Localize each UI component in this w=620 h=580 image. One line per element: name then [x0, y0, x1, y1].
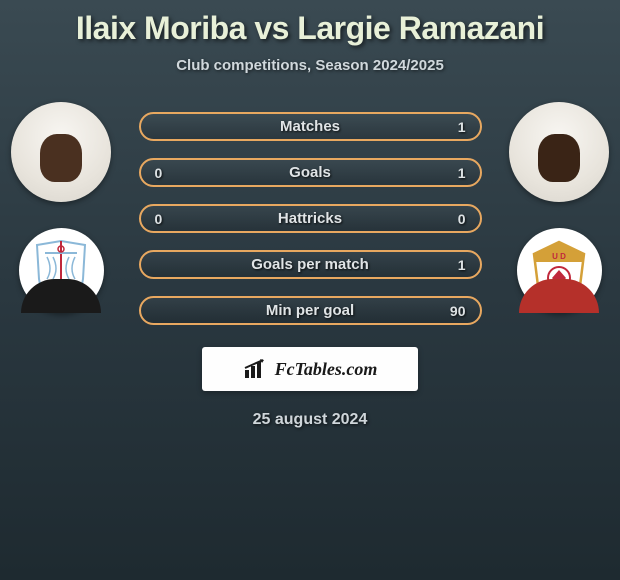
stat-label: Goals per match — [141, 256, 480, 273]
date-label: 25 august 2024 — [0, 411, 620, 429]
source-logo-text: FcTables.com — [275, 359, 378, 380]
stat-row: Goals per match 1 — [139, 250, 482, 279]
player-right-avatar — [509, 102, 609, 202]
stat-label: Hattricks — [141, 210, 480, 227]
stat-label: Matches — [141, 118, 480, 135]
bar-chart-icon — [243, 358, 269, 380]
right-column: U D ALMERIA — [504, 102, 614, 313]
subtitle: Club competitions, Season 2024/2025 — [0, 57, 620, 74]
left-column — [6, 102, 116, 313]
stat-row: 0 Goals 1 — [139, 158, 482, 187]
page-title: Ilaix Moriba vs Largie Ramazani — [0, 0, 620, 47]
stat-label: Min per goal — [141, 302, 480, 319]
stat-row: 0 Hattricks 0 — [139, 204, 482, 233]
player-left-avatar — [11, 102, 111, 202]
svg-text:U D: U D — [552, 252, 566, 261]
stat-row: Min per goal 90 — [139, 296, 482, 325]
avatar-head — [40, 134, 82, 182]
stat-label: Goals — [141, 164, 480, 181]
avatar-head — [538, 134, 580, 182]
stats-rows: Matches 1 0 Goals 1 0 Hattricks 0 Goals … — [139, 102, 482, 325]
comparison-panel: U D ALMERIA Matches 1 0 Goals 1 0 Hattri… — [0, 102, 620, 429]
source-logo: FcTables.com — [202, 347, 418, 391]
stat-row: Matches 1 — [139, 112, 482, 141]
